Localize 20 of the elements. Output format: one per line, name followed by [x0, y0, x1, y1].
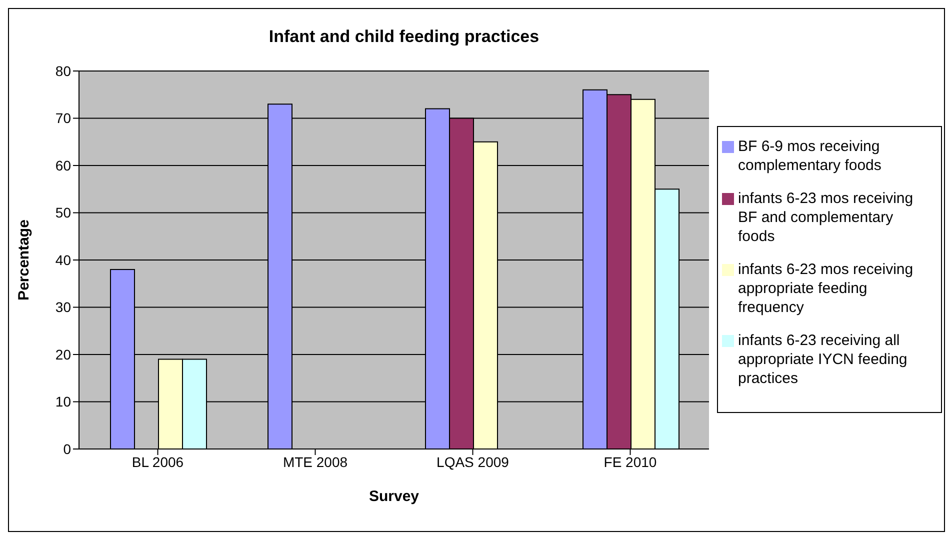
legend-label: infants 6-23 mos receiving appropriate feeding frequency [738, 260, 914, 316]
legend-label: infants 6-23 receiving all appropriate IYCN feeding practices [738, 330, 908, 388]
x-tick-label: FE 2010 [604, 454, 657, 470]
y-tick-label: 60 [55, 157, 72, 174]
legend-label: BF 6-9 mos receiving complementary foods [738, 136, 882, 174]
x-axis-title: Survey [368, 488, 420, 505]
y-tick-label: 10 [55, 394, 72, 410]
x-tick-label: BL 2006 [132, 454, 184, 470]
y-tick-label: 70 [55, 110, 72, 126]
y-tick-label: 50 [55, 204, 72, 221]
y-tick-label: 40 [55, 252, 72, 268]
y-tick-label: 80 [55, 62, 72, 79]
x-tick-label: MTE 2008 [282, 454, 348, 470]
y-axis-title: Percentage [15, 220, 32, 300]
chart-title: Infant and child feeding practices [268, 27, 540, 47]
x-tick-label: LQAS 2009 [436, 454, 510, 470]
y-tick-label: 0 [63, 440, 72, 457]
y-tick-label: 20 [55, 346, 72, 362]
legend-label: infants 6-23 mos receiving BF and complementary foods [738, 188, 914, 246]
y-tick-label: 30 [55, 299, 72, 316]
